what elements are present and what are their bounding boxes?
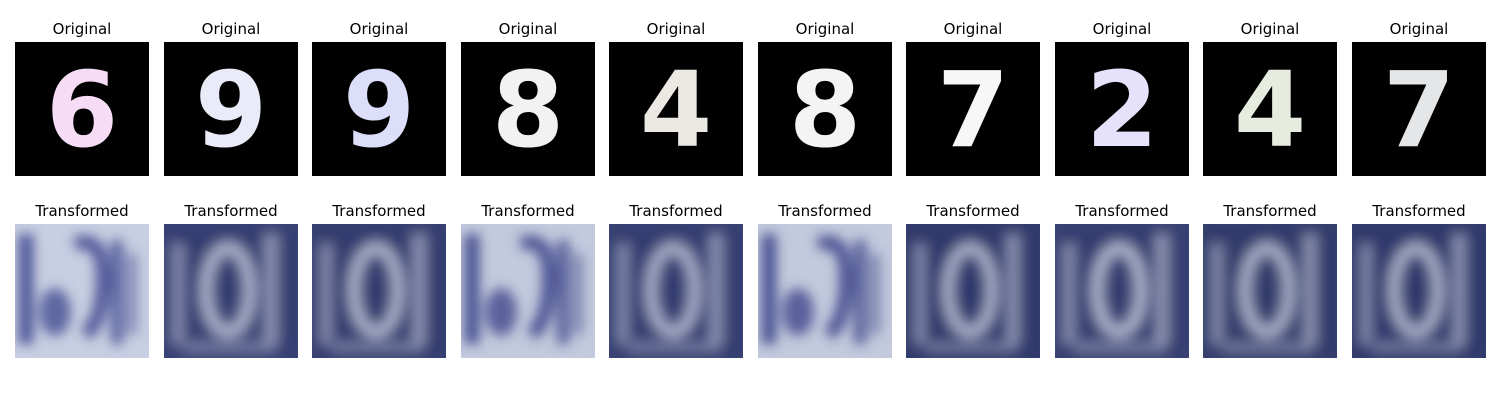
transformed-title: Transformed: [332, 202, 426, 220]
transformed-image: [15, 224, 149, 358]
transformed-image: [1055, 224, 1189, 358]
transformed-title: Transformed: [184, 202, 278, 220]
transformed-image: [906, 224, 1040, 358]
transformed-title: Transformed: [1223, 202, 1317, 220]
digit-glyph: 7: [937, 49, 1009, 171]
transformed-title: Transformed: [926, 202, 1020, 220]
transformed-title: Transformed: [1372, 202, 1466, 220]
original-image: 8: [461, 42, 595, 176]
original-title: Original: [201, 20, 261, 38]
original-title: Original: [498, 20, 558, 38]
digit-glyph: 8: [492, 49, 564, 171]
original-title: Original: [1092, 20, 1152, 38]
original-image: 6: [15, 42, 149, 176]
transformed-title: Transformed: [1075, 202, 1169, 220]
original-title: Original: [52, 20, 112, 38]
transformed-image: [164, 224, 298, 358]
transformed-image: [609, 224, 743, 358]
original-title: Original: [1389, 20, 1449, 38]
transformed-image: [1352, 224, 1486, 358]
digit-glyph: 9: [343, 49, 415, 171]
original-image: 2: [1055, 42, 1189, 176]
digit-glyph: 4: [1234, 49, 1306, 171]
transformed-title: Transformed: [778, 202, 872, 220]
original-image: 4: [609, 42, 743, 176]
transformed-image: [461, 224, 595, 358]
transformed-title: Transformed: [481, 202, 575, 220]
original-image: 7: [906, 42, 1040, 176]
original-title: Original: [795, 20, 855, 38]
original-image: 9: [164, 42, 298, 176]
original-image: 8: [758, 42, 892, 176]
digit-glyph: 6: [46, 49, 118, 171]
original-title: Original: [349, 20, 409, 38]
digit-glyph: 8: [789, 49, 861, 171]
digit-glyph: 9: [195, 49, 267, 171]
original-title: Original: [943, 20, 1003, 38]
digit-glyph: 7: [1383, 49, 1455, 171]
transformed-image: [758, 224, 892, 358]
original-image: 9: [312, 42, 446, 176]
transformed-image: [312, 224, 446, 358]
digit-glyph: 2: [1086, 49, 1158, 171]
transformed-title: Transformed: [629, 202, 723, 220]
transformed-title: Transformed: [35, 202, 129, 220]
transformed-image: [1203, 224, 1337, 358]
original-image: 7: [1352, 42, 1486, 176]
original-title: Original: [1240, 20, 1300, 38]
digit-glyph: 4: [640, 49, 712, 171]
original-image: 4: [1203, 42, 1337, 176]
original-title: Original: [646, 20, 706, 38]
